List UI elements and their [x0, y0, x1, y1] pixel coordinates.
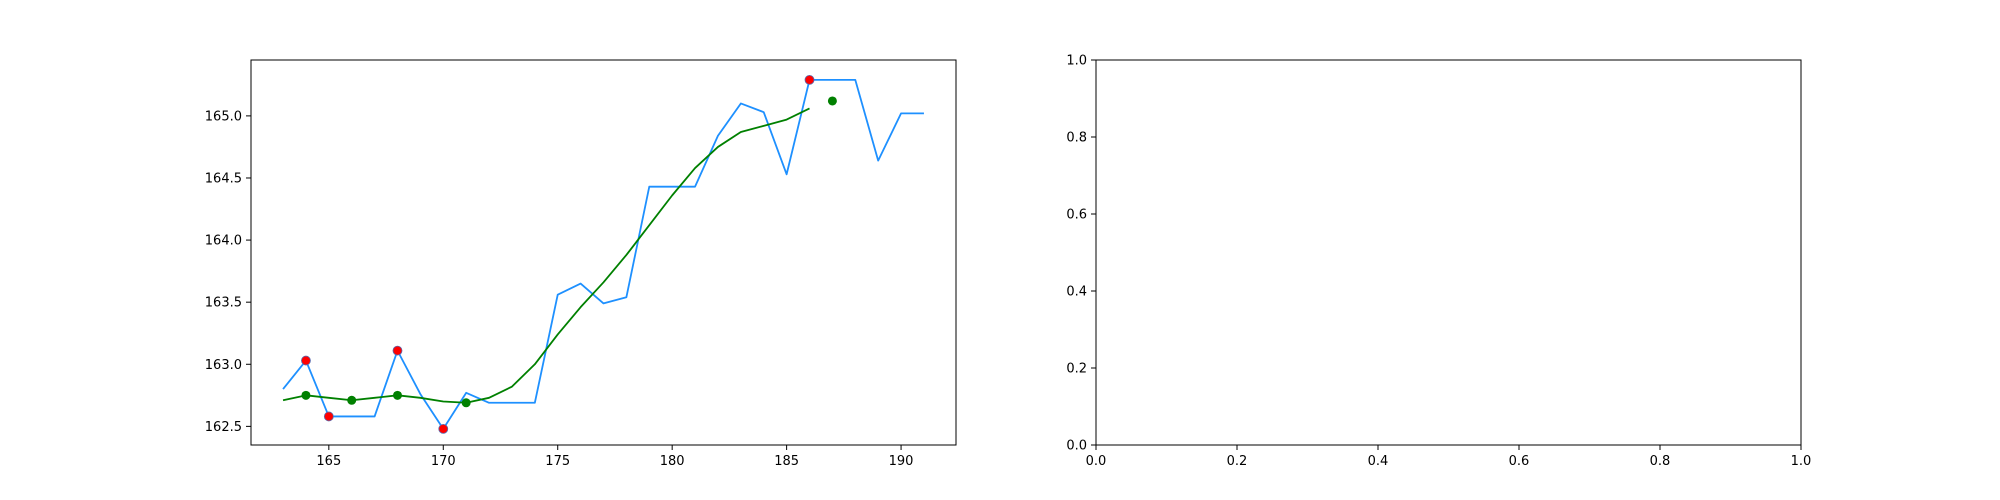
y-tick-label: 1.0: [1066, 54, 1087, 69]
x-tick-label: 0.8: [1650, 454, 1671, 469]
series-2-point: [438, 423, 449, 434]
series-3-point: [301, 390, 311, 400]
x-tick-label: 185: [774, 454, 799, 469]
series-line-0: [282, 78, 924, 430]
y-tick-label: 0.4: [1066, 285, 1087, 300]
x-tick-label: 165: [316, 454, 341, 469]
axes-frame: [250, 59, 957, 446]
axes-frame: [1095, 59, 1802, 446]
x-tick-label: 170: [431, 454, 456, 469]
y-tick-label: 0.0: [1066, 439, 1087, 454]
y-tick-label: 163.0: [205, 358, 242, 373]
x-tick-label: 175: [545, 454, 570, 469]
series-2-point: [323, 411, 334, 422]
x-tick-label: 190: [889, 454, 914, 469]
series-3-point: [461, 398, 471, 408]
x-tick-label: 180: [660, 454, 685, 469]
x-tick-label: 0.2: [1227, 454, 1248, 469]
x-tick-label: 0.6: [1509, 454, 1530, 469]
price-chart: 165 170 175 180 185 190 162.5 163.0 163.5 164.0 16…: [205, 59, 957, 469]
series-3-point: [827, 96, 837, 106]
y-tick-label: 0.6: [1066, 208, 1087, 223]
x-tick-label: 0.4: [1368, 454, 1389, 469]
series-2-point: [301, 355, 311, 366]
y-tick-label: 163.5: [205, 296, 242, 311]
series-2-point: [804, 74, 815, 85]
series-3-point: [347, 395, 357, 405]
x-tick-label: 1.0: [1791, 454, 1812, 469]
empty-chart: 0.0 0.2 0.4 0.6 0.8 1.0 0.0 0.2 0.4 0.6 0.8 1.0: [1066, 54, 1811, 470]
series-2-point: [392, 345, 403, 356]
y-tick-label: 165.0: [205, 109, 242, 124]
y-tick-label: 164.5: [205, 171, 242, 186]
series-3-point: [392, 390, 402, 400]
y-tick-label: 0.2: [1066, 362, 1087, 377]
y-tick-label: 164.0: [205, 234, 242, 249]
series-line-1: [282, 107, 810, 404]
y-tick-label: 0.8: [1066, 131, 1087, 146]
y-tick-label: 162.5: [205, 420, 242, 435]
x-tick-label: 0.0: [1086, 454, 1107, 469]
